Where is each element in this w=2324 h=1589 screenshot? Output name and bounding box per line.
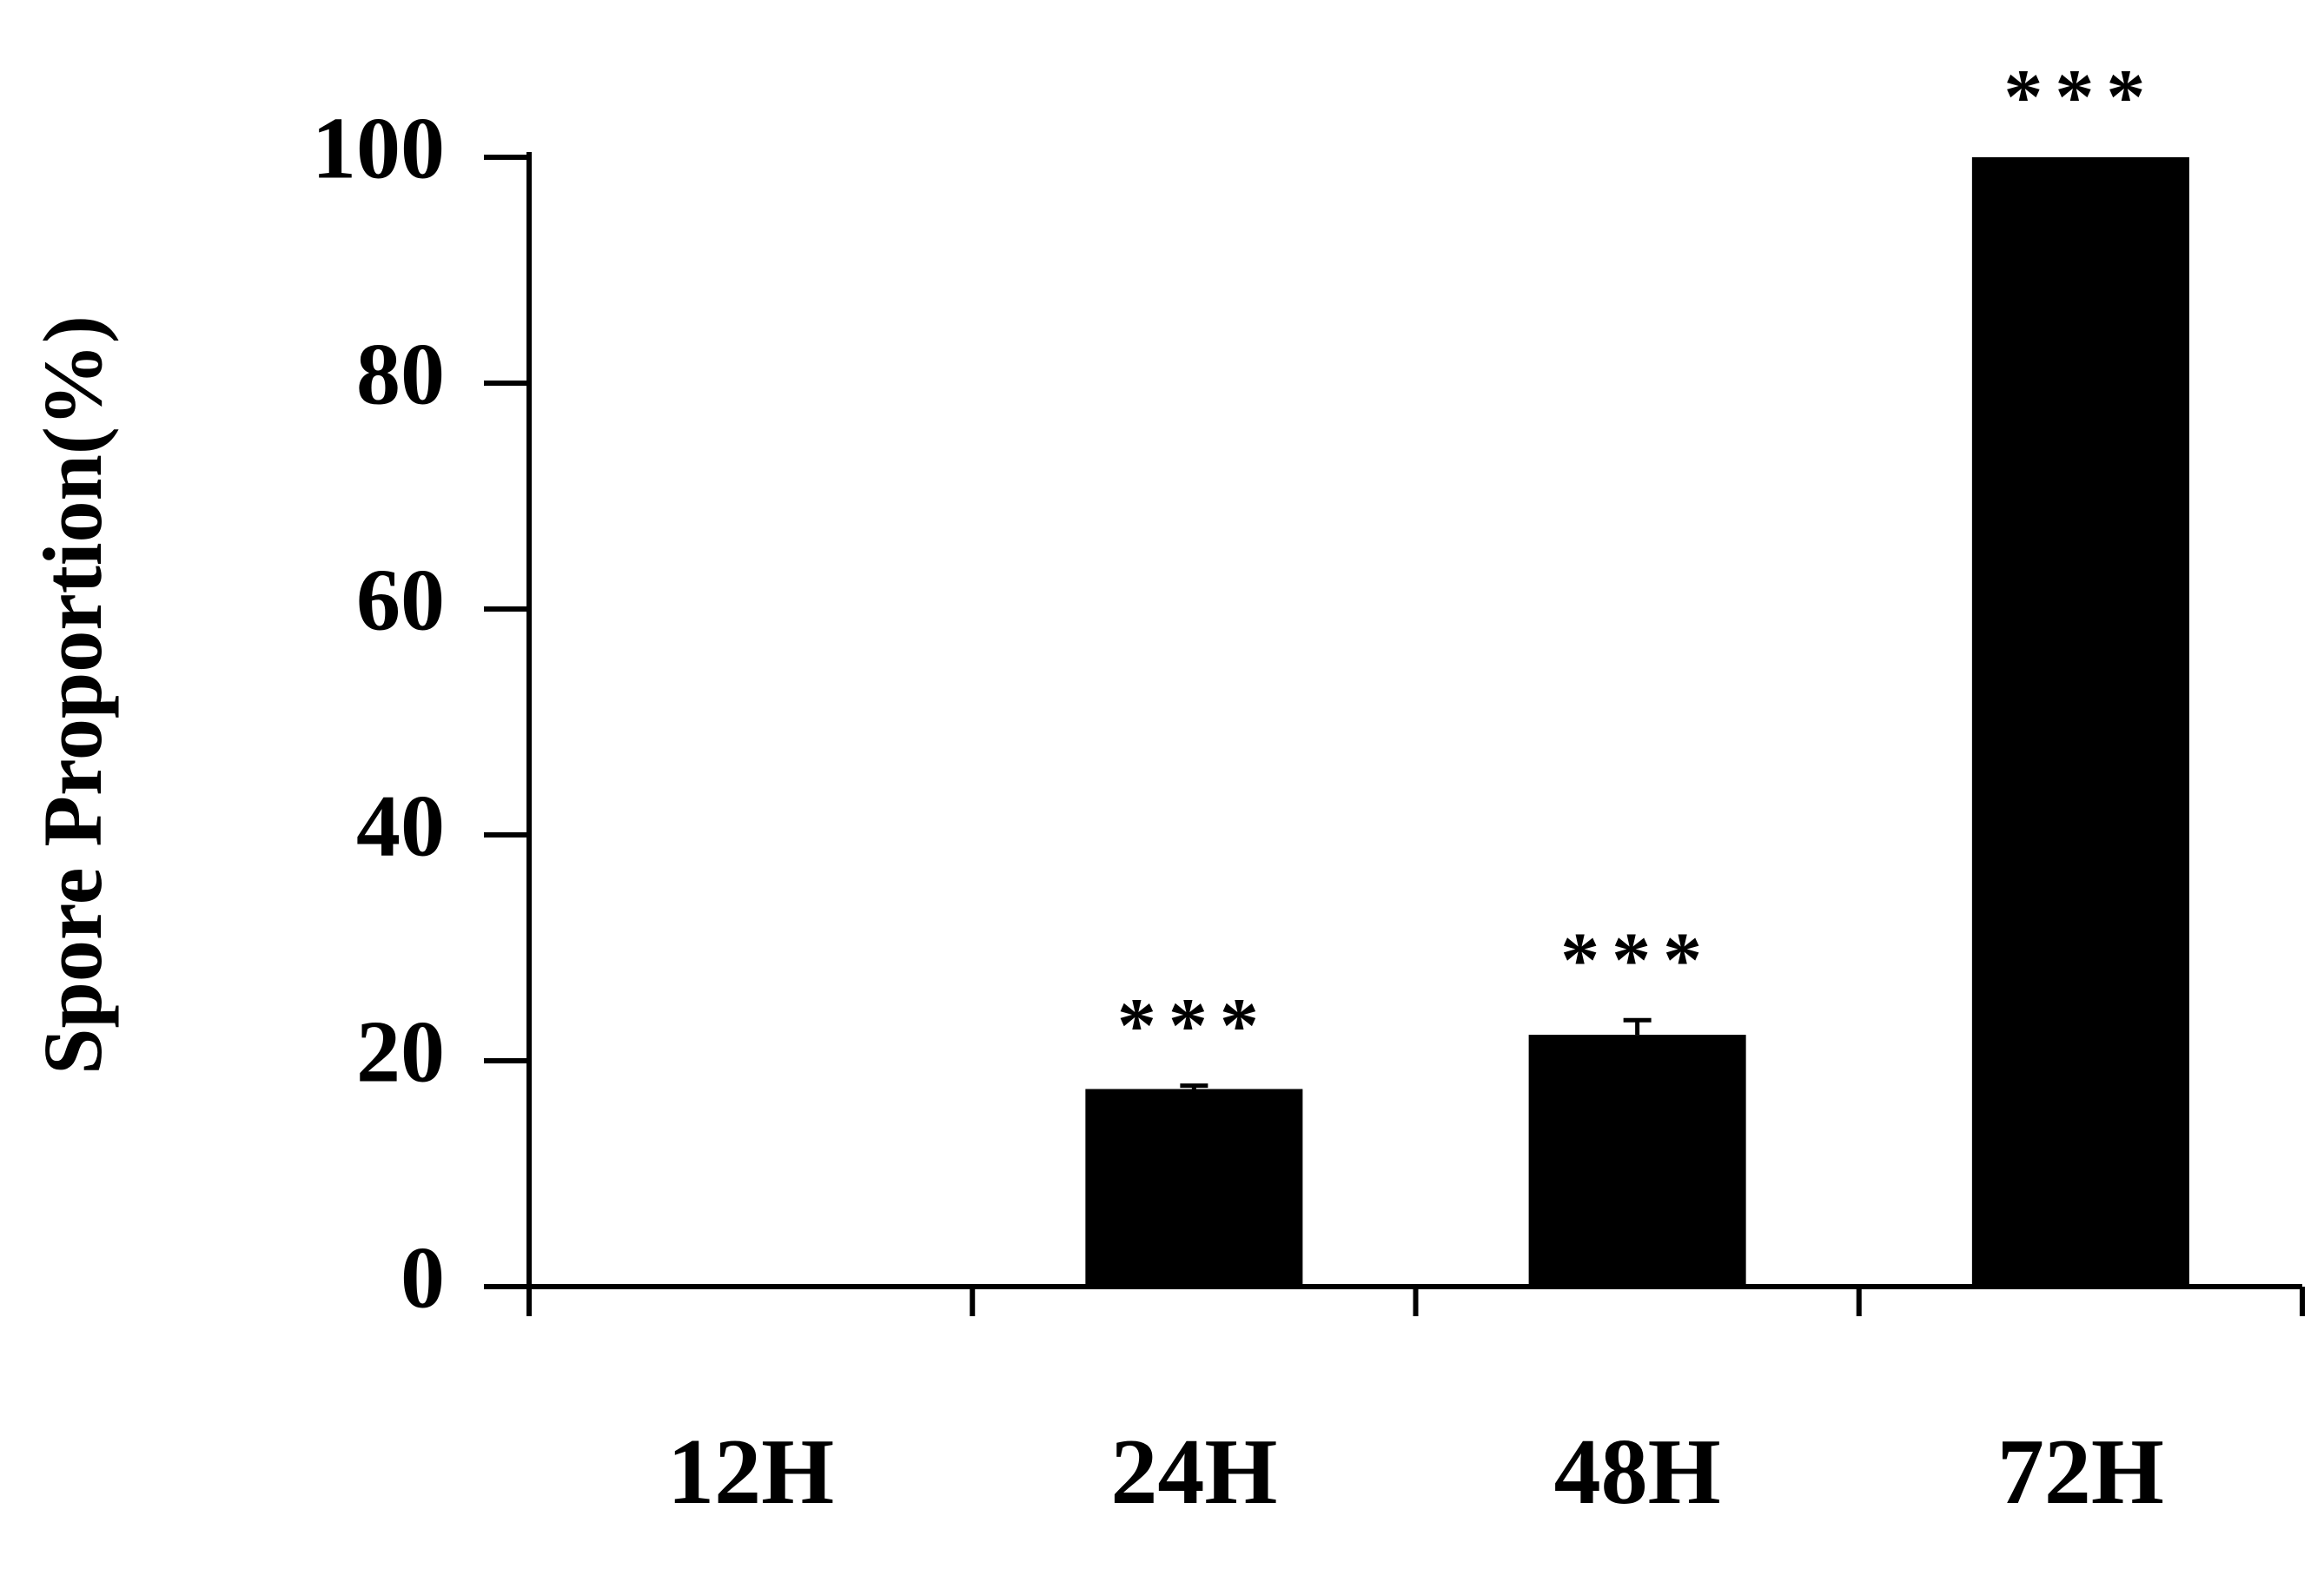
significance-label: ***: [1117, 983, 1271, 1069]
error-bar: [1180, 1083, 1208, 1089]
y-tick-label: 80: [356, 325, 445, 423]
bar: [1085, 1089, 1303, 1287]
y-tick-label: 40: [356, 777, 445, 875]
significance-label: ***: [2003, 55, 2157, 141]
bar: [1971, 157, 2189, 1287]
y-axis-label: Spore Proportion(%): [26, 315, 119, 1075]
significance-label: ***: [1560, 917, 1714, 1003]
x-tick-label: 48H: [1554, 1420, 1721, 1524]
x-tick-label: 72H: [1997, 1420, 2164, 1524]
bar: [1528, 1035, 1746, 1287]
y-tick-label: 100: [312, 99, 445, 197]
y-tick-label: 20: [356, 1003, 445, 1101]
error-bar: [1623, 1017, 1652, 1036]
x-tick-label: 24H: [1110, 1420, 1277, 1524]
y-tick-label: 0: [401, 1228, 445, 1327]
y-tick-label: 60: [356, 551, 445, 649]
x-tick-label: 12H: [667, 1420, 834, 1524]
